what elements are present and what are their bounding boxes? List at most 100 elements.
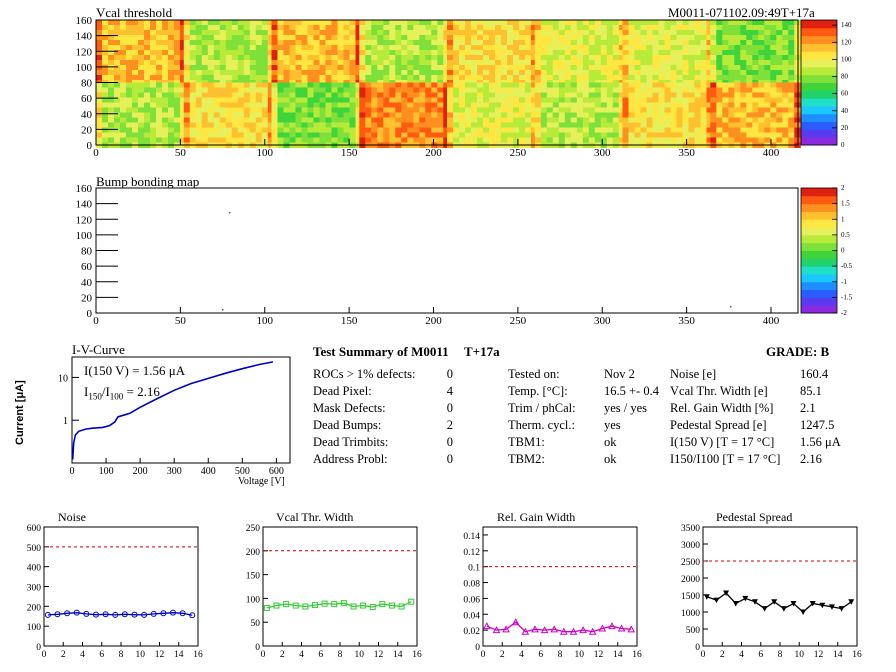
heatmap-cell <box>138 35 145 41</box>
heatmap-cell <box>431 112 438 118</box>
heatmap-cell <box>758 30 765 36</box>
heatmap-cell <box>770 55 777 61</box>
heatmap-cell <box>261 65 269 71</box>
heatmap-cell <box>413 20 420 26</box>
heatmap-cell <box>219 45 227 51</box>
colorbar-label: 2 <box>841 184 845 192</box>
heatmap-cell <box>389 87 396 93</box>
heatmap-cell <box>359 30 366 36</box>
heatmap-cell <box>319 97 326 103</box>
heatmap-cell <box>477 30 484 36</box>
heatmap-cell <box>734 102 741 108</box>
trend-point <box>302 603 309 610</box>
heatmap-cell <box>114 137 121 143</box>
trend-point <box>521 627 530 635</box>
heatmap-cell <box>782 40 789 46</box>
heatmap-cell <box>401 82 408 88</box>
heatmap-cell <box>700 55 707 61</box>
heatmap-cell <box>168 102 175 108</box>
heatmap-cell <box>658 40 665 46</box>
heatmap-cell <box>552 117 560 123</box>
heatmap-cell <box>337 117 344 123</box>
trend-point <box>703 594 710 600</box>
heatmap-cell <box>618 82 626 88</box>
heatmap-cell <box>313 25 320 31</box>
heatmap-cell <box>664 112 671 118</box>
heatmap-cell <box>389 137 396 143</box>
heatmap-cell <box>120 60 127 66</box>
heatmap-cell <box>138 75 145 81</box>
heatmap-cell <box>682 122 689 128</box>
colorbar-segment <box>801 211 837 220</box>
heatmap-cell <box>383 45 390 51</box>
heatmap-cell <box>295 92 302 98</box>
heatmap-cell <box>782 82 789 88</box>
heatmap-cell <box>501 137 508 143</box>
heatmap-cell <box>622 127 629 133</box>
heatmap-cell <box>640 35 647 41</box>
heatmap-cell <box>519 87 526 93</box>
heatmap-cell <box>531 60 538 66</box>
heatmap-cell <box>447 97 454 103</box>
heatmap-cell <box>640 30 647 36</box>
heatmap-cell <box>746 82 753 88</box>
heatmap-cell <box>640 87 647 93</box>
heatmap-cell <box>501 30 508 36</box>
heatmap-cell <box>534 87 542 93</box>
bump-dead-pixel <box>222 309 224 311</box>
heatmap-cell <box>96 107 103 113</box>
heatmap-cell <box>447 82 454 88</box>
heatmap-cell <box>676 35 683 41</box>
heatmap-cell <box>552 137 560 143</box>
heatmap-cell <box>243 97 251 103</box>
heatmap-cell <box>237 60 245 66</box>
heatmap-cell <box>483 55 490 61</box>
heatmap-cell <box>706 97 713 103</box>
heatmap-cell <box>564 132 572 138</box>
heatmap-cell <box>132 35 139 41</box>
heatmap-cell <box>564 137 572 143</box>
heatmap-cell <box>618 20 626 26</box>
heatmap-cell <box>132 30 139 36</box>
heatmap-cell <box>525 45 532 51</box>
heatmap-cell <box>628 97 635 103</box>
trend-y-tick-label: 500 <box>27 544 42 554</box>
heatmap-cell <box>483 20 490 26</box>
heatmap-cell <box>144 102 151 108</box>
heatmap-cell <box>114 127 121 133</box>
heatmap-cell <box>162 50 169 56</box>
heatmap-cell <box>483 82 490 88</box>
heatmap-cell <box>277 35 284 41</box>
heatmap-cell <box>459 70 466 76</box>
heatmap-cell <box>261 20 269 26</box>
heatmap-cell <box>495 92 502 98</box>
heatmap-cell <box>96 122 103 128</box>
heatmap-cell <box>301 122 308 128</box>
heatmap-cell <box>600 70 608 76</box>
heatmap-cell <box>377 87 384 93</box>
heatmap-cell <box>534 107 542 113</box>
heatmap-cell <box>507 50 514 56</box>
heatmap-cell <box>313 65 320 71</box>
heatmap-cell <box>231 117 239 123</box>
heatmap-cell <box>746 50 753 56</box>
trend-x-tick-label: 12 <box>814 650 824 660</box>
heatmap-cell <box>694 132 701 138</box>
heatmap-cell <box>377 45 384 51</box>
heatmap-cell <box>776 127 783 133</box>
heatmap-cell <box>576 97 584 103</box>
heatmap-cell <box>267 102 275 108</box>
heatmap-cell <box>174 45 181 51</box>
heatmap-cell <box>688 30 695 36</box>
heatmap-cell <box>156 45 163 51</box>
trend-x-tick-label: 6 <box>758 650 763 660</box>
heatmap-cell <box>628 45 635 51</box>
heatmap-cell <box>471 35 478 41</box>
heatmap-cell <box>295 55 302 61</box>
heatmap-cell <box>776 25 783 31</box>
heatmap-cell <box>102 122 109 128</box>
heatmap-cell <box>758 82 765 88</box>
heatmap-cell <box>576 50 584 56</box>
heatmap-cell <box>746 107 753 113</box>
trend-point <box>121 611 128 618</box>
